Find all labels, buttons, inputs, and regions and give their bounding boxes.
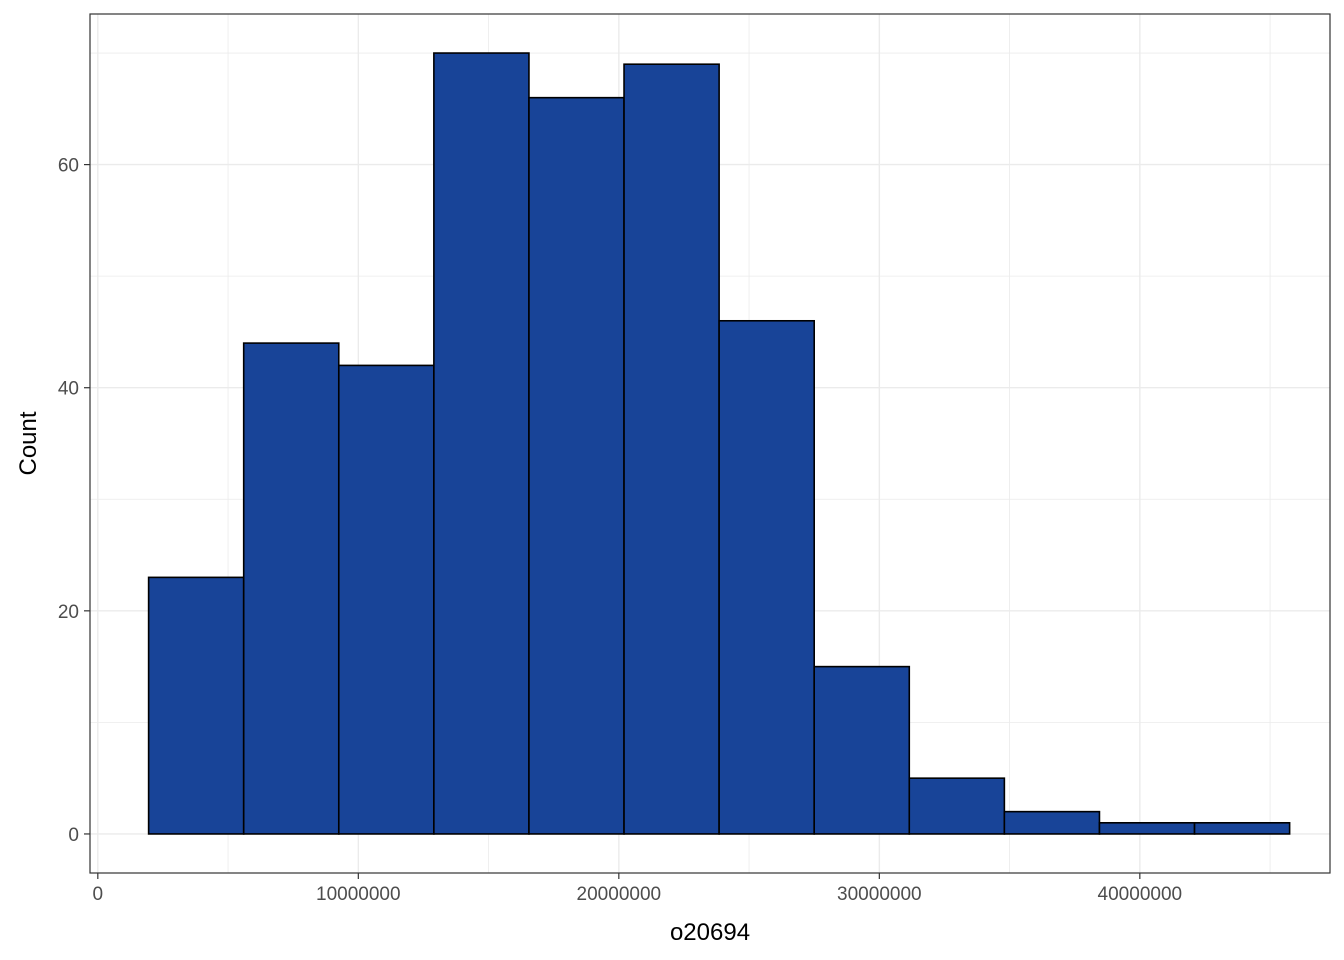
x-axis-title: o20694 (670, 919, 750, 946)
histogram-bar (528, 96, 625, 835)
histogram-bar (908, 777, 1006, 835)
y-tick-label: 20 (58, 602, 79, 623)
histogram-bar (813, 665, 911, 835)
panel-border (89, 13, 1331, 874)
y-tick-label: 0 (68, 825, 79, 846)
x-tick-label: 0 (93, 884, 104, 905)
y-tick-label: 40 (58, 379, 79, 400)
y-axis-title: Count (15, 411, 42, 475)
histogram-bar (242, 342, 340, 835)
x-tick-label: 40000000 (1098, 884, 1183, 905)
histogram-bar (337, 364, 435, 835)
histogram-bar (433, 52, 530, 835)
histogram-bar (1193, 821, 1291, 835)
y-tick-label: 60 (58, 156, 79, 177)
histogram-bar (147, 576, 245, 835)
x-tick-label: 30000000 (837, 884, 922, 905)
x-axis-ticks: 0 10000000 20000000 30000000 40000000 (93, 873, 1183, 905)
histogram-bar (623, 63, 720, 835)
histogram-bars (147, 52, 1291, 835)
x-tick-label: 20000000 (577, 884, 662, 905)
histogram-bar (718, 319, 816, 835)
histogram-bar (1003, 810, 1101, 835)
y-axis-ticks: 0 20 40 60 (58, 156, 90, 846)
x-tick-label: 10000000 (316, 884, 401, 905)
histogram-bar (1098, 821, 1196, 835)
